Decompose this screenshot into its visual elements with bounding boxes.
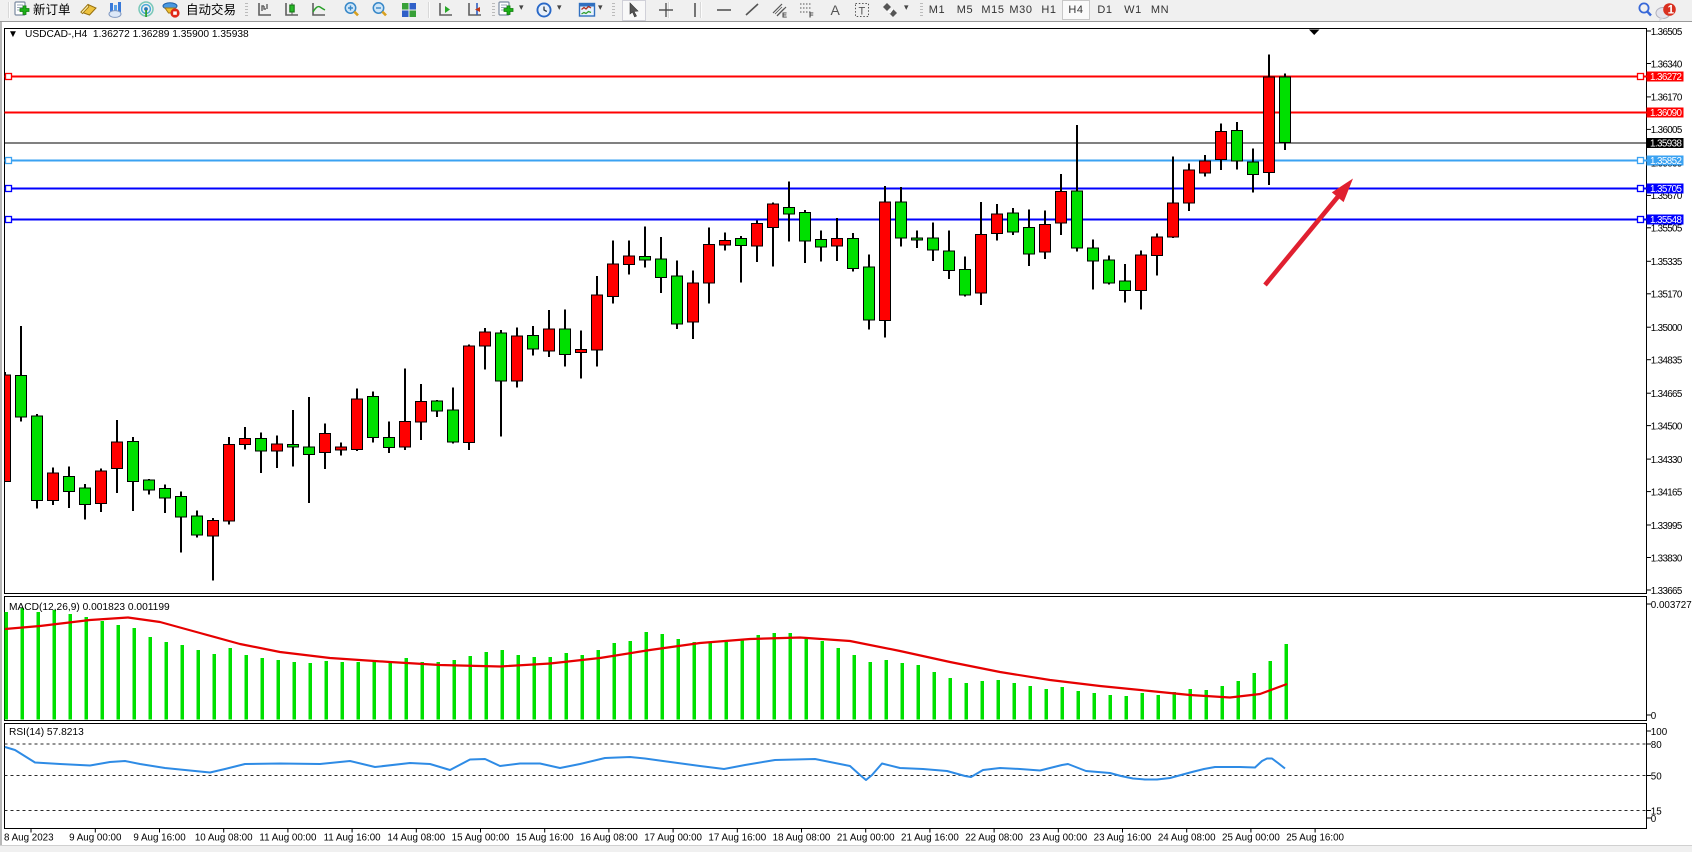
- svg-text:25 Aug 00:00: 25 Aug 00:00: [1222, 833, 1280, 844]
- svg-text:23 Aug 00:00: 23 Aug 00:00: [1029, 833, 1087, 844]
- svg-text:80: 80: [1651, 740, 1662, 751]
- svg-text:1.36090: 1.36090: [1650, 108, 1683, 119]
- svg-text:10 Aug 08:00: 10 Aug 08:00: [195, 833, 253, 844]
- svg-text:MACD(12,26,9) 0.001823 0.00119: MACD(12,26,9) 0.001823 0.001199: [9, 602, 170, 613]
- svg-text:11 Aug 16:00: 11 Aug 16:00: [324, 833, 382, 844]
- svg-text:F: F: [809, 11, 814, 20]
- svg-text:0: 0: [1651, 711, 1657, 722]
- svg-text:21 Aug 16:00: 21 Aug 16:00: [901, 833, 959, 844]
- svg-text:0: 0: [1651, 814, 1657, 825]
- svg-text:18 Aug 08:00: 18 Aug 08:00: [773, 833, 831, 844]
- svg-text:1.34330: 1.34330: [1651, 455, 1683, 466]
- svg-text:1.36170: 1.36170: [1651, 93, 1683, 104]
- svg-text:1.34165: 1.34165: [1651, 487, 1683, 498]
- svg-text:21 Aug 00:00: 21 Aug 00:00: [837, 833, 895, 844]
- svg-text:1.35548: 1.35548: [1650, 215, 1683, 226]
- svg-text:17 Aug 16:00: 17 Aug 16:00: [708, 833, 766, 844]
- svg-text:USDCAD-,H4 1.36272 1.36289 1.: USDCAD-,H4 1.36272 1.36289 1.35900 1.359…: [25, 29, 249, 40]
- svg-text:9 Aug 00:00: 9 Aug 00:00: [69, 833, 122, 844]
- svg-text:23 Aug 16:00: 23 Aug 16:00: [1094, 833, 1152, 844]
- svg-text:1.34835: 1.34835: [1651, 356, 1683, 367]
- svg-text:1.35335: 1.35335: [1651, 257, 1683, 268]
- svg-text:14 Aug 08:00: 14 Aug 08:00: [387, 833, 445, 844]
- svg-text:25 Aug 16:00: 25 Aug 16:00: [1286, 833, 1344, 844]
- svg-text:17 Aug 00:00: 17 Aug 00:00: [644, 833, 702, 844]
- svg-text:50: 50: [1651, 771, 1662, 782]
- svg-text:1.36005: 1.36005: [1651, 125, 1683, 136]
- svg-text:8 Aug 2023: 8 Aug 2023: [4, 833, 54, 844]
- svg-text:16 Aug 08:00: 16 Aug 08:00: [580, 833, 638, 844]
- svg-text:1.35705: 1.35705: [1650, 184, 1683, 195]
- svg-text:1.36272: 1.36272: [1650, 72, 1682, 83]
- svg-text:▼: ▼: [8, 29, 18, 40]
- svg-text:1.34665: 1.34665: [1651, 389, 1683, 400]
- svg-text:11 Aug 00:00: 11 Aug 00:00: [259, 833, 317, 844]
- svg-text:1.36505: 1.36505: [1651, 27, 1683, 38]
- svg-text:T: T: [859, 6, 866, 18]
- svg-text:1.33830: 1.33830: [1651, 553, 1683, 564]
- svg-text:RSI(14) 57.8213: RSI(14) 57.8213: [9, 727, 84, 738]
- svg-text:1.33995: 1.33995: [1651, 521, 1683, 532]
- svg-text:22 Aug 08:00: 22 Aug 08:00: [965, 833, 1023, 844]
- svg-text:1.36340: 1.36340: [1651, 59, 1683, 70]
- svg-text:1.33665: 1.33665: [1651, 586, 1683, 597]
- svg-text:100: 100: [1651, 727, 1668, 738]
- svg-text:1.35852: 1.35852: [1650, 156, 1682, 167]
- svg-text:0.003727: 0.003727: [1651, 600, 1692, 611]
- svg-text:15 Aug 00:00: 15 Aug 00:00: [452, 833, 510, 844]
- svg-text:15: 15: [1651, 806, 1662, 817]
- svg-text:A: A: [831, 2, 841, 18]
- svg-text:24 Aug 08:00: 24 Aug 08:00: [1158, 833, 1216, 844]
- svg-text:15 Aug 16:00: 15 Aug 16:00: [516, 833, 574, 844]
- svg-text:1.35938: 1.35938: [1650, 139, 1683, 150]
- svg-text:1.35000: 1.35000: [1651, 323, 1683, 334]
- svg-text:1.34500: 1.34500: [1651, 421, 1683, 432]
- svg-text:1.35505: 1.35505: [1651, 224, 1683, 235]
- svg-text:1: 1: [1668, 5, 1675, 17]
- svg-text:1.35170: 1.35170: [1651, 290, 1683, 301]
- svg-text:1.35670: 1.35670: [1651, 191, 1683, 202]
- svg-text:E: E: [782, 11, 787, 20]
- svg-text:9 Aug 16:00: 9 Aug 16:00: [133, 833, 186, 844]
